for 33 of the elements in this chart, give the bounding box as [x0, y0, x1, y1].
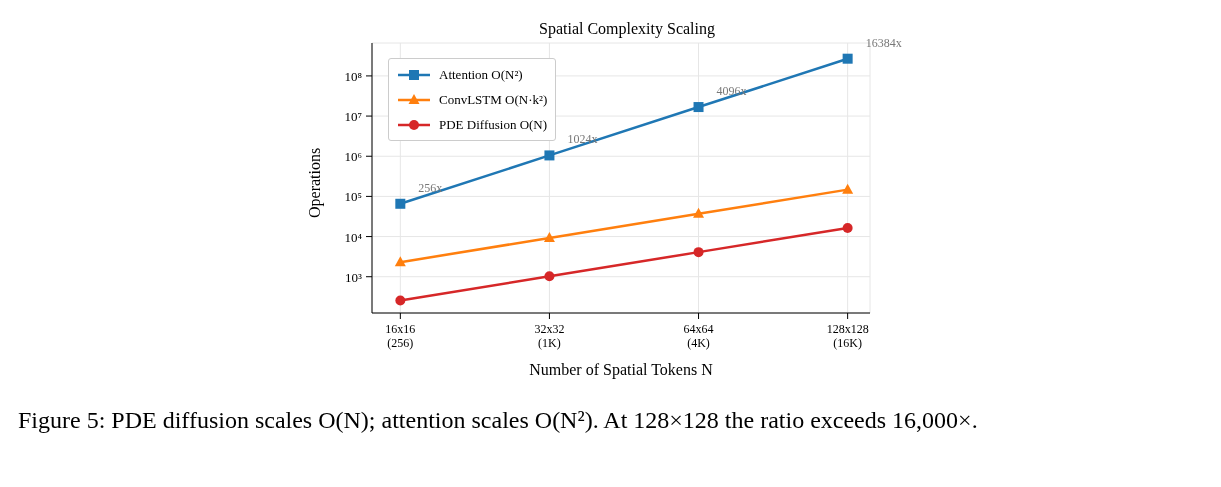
caption: Figure 5: PDE diffusion scales O(N); attention scales O(N²). At 128×128 the ratio exceeds 16,000×.: [18, 406, 979, 435]
y-axis-title: Operations: [305, 147, 324, 218]
chart-title: Spatial Complexity Scaling: [539, 20, 715, 37]
point: [395, 198, 406, 209]
legend-label: PDE Diffusion O(N): [439, 116, 548, 133]
point: [543, 231, 555, 242]
point: [693, 102, 704, 113]
y-tick-label: 10³: [345, 269, 363, 285]
x-axis-title: Number of Spatial Tokens N: [529, 361, 714, 379]
y-tick-label: 10⁶: [344, 149, 362, 165]
point: [842, 222, 853, 233]
point: [693, 207, 705, 218]
point: [842, 183, 854, 194]
x-tick-label: 16x16 (256): [385, 322, 416, 350]
y-tick-label: 10⁵: [344, 189, 362, 205]
x-tick-label: 64x64 (4K): [683, 322, 714, 350]
annotation: 4096x: [716, 84, 747, 99]
x-tick-label: 128x128 (16K): [826, 322, 869, 350]
annotation: 1024x: [567, 132, 598, 147]
annotation: 16384x: [865, 35, 902, 50]
y-tick-label: 10⁸: [344, 68, 363, 84]
point: [544, 271, 555, 282]
x-tick-label: 32x32 (1K): [534, 322, 565, 350]
point: [693, 247, 704, 258]
y-tick-label: 10⁷: [344, 109, 362, 125]
y-tick-label: 10⁴: [344, 229, 363, 245]
annotation: 256x: [418, 180, 443, 195]
point: [395, 295, 406, 306]
point: [842, 53, 853, 64]
legend-label: ConvLSTM O(N·k²): [439, 91, 548, 108]
point: [394, 256, 406, 267]
legend-label: Attention O(N²): [439, 66, 523, 83]
point: [544, 150, 555, 161]
